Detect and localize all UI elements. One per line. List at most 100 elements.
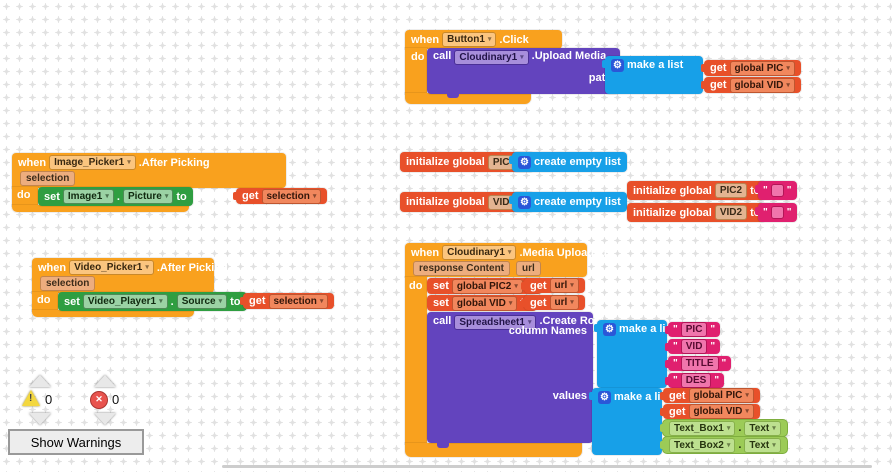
- mutator-gear-icon[interactable]: [611, 59, 624, 72]
- block-create-empty-list-vid[interactable]: create empty list: [509, 192, 627, 212]
- url-dropdown[interactable]: url: [549, 278, 579, 293]
- string-text-field[interactable]: PIC: [680, 322, 708, 337]
- source-property-dropdown[interactable]: Source: [176, 294, 228, 309]
- block-when-button1-body[interactable]: do: [405, 48, 427, 94]
- selection-dropdown[interactable]: selection: [268, 293, 329, 309]
- block-when-videopicker-afterpicking[interactable]: when Video_Picker1 .After Picking select…: [32, 258, 228, 293]
- block-get-selection-video[interactable]: get selection: [239, 293, 335, 309]
- textbox2-dropdown[interactable]: Text_Box2: [669, 437, 736, 453]
- block-when-cloudinary-mediauploaded[interactable]: when Cloudinary1 .Media Uploaded respons…: [405, 243, 607, 277]
- block-get-global-pic-values[interactable]: get global PIC: [660, 388, 760, 403]
- cloudinary1-dropdown[interactable]: Cloudinary1: [442, 245, 517, 260]
- mediauploaded-event-label: .Media Uploaded: [519, 246, 607, 259]
- block-textbox1-text-getter[interactable]: Text_Box1 . Text: [660, 420, 787, 436]
- mutator-gear-icon[interactable]: [518, 195, 531, 209]
- videoplayer1-dropdown[interactable]: Video_Player1: [82, 294, 168, 309]
- videopicker1-dropdown[interactable]: Video_Picker1: [69, 260, 154, 275]
- mutator-gear-icon[interactable]: [603, 323, 616, 336]
- block-string-vid[interactable]: " VID ": [664, 339, 721, 354]
- block-init-global-vid[interactable]: initialize global VID to: [400, 192, 534, 212]
- event-header-row: when Cloudinary1 .Media Uploaded: [411, 245, 607, 260]
- pic-name-field[interactable]: PIC: [487, 154, 515, 170]
- block-create-empty-list-pic[interactable]: create empty list: [509, 152, 627, 172]
- global-pic2-dropdown[interactable]: global PIC2: [451, 278, 523, 294]
- selection-param-chip[interactable]: selection: [40, 276, 96, 291]
- url-param-chip[interactable]: url: [516, 261, 541, 276]
- button1-dropdown[interactable]: Button1: [442, 32, 497, 47]
- block-imagepicker-bottom[interactable]: [12, 205, 189, 212]
- warnings-down-arrow[interactable]: [29, 413, 51, 425]
- cloudinary1-dropdown[interactable]: Cloudinary1: [454, 50, 529, 65]
- block-set-videoplayer-source[interactable]: set Video_Player1 . Source to: [58, 292, 247, 311]
- block-init-global-pic2[interactable]: initialize global PIC2 to: [627, 181, 767, 200]
- block-call-spreadsheet-createrow[interactable]: call Spreadsheet1 .Create Row column Nam…: [427, 312, 603, 443]
- warnings-up-arrow[interactable]: [29, 375, 51, 387]
- block-cloudinary-bottom[interactable]: [405, 443, 582, 457]
- global-vid-dropdown[interactable]: global VID: [729, 77, 795, 93]
- string-text-field[interactable]: TITLE: [680, 356, 719, 371]
- block-cloudinary-body[interactable]: do: [405, 277, 427, 444]
- close-quote: ": [786, 185, 792, 196]
- block-when-button1-click[interactable]: when Button1 .Click: [405, 30, 562, 49]
- selection-dropdown[interactable]: selection: [261, 188, 322, 204]
- close-quote: ": [786, 207, 792, 218]
- button1-value: Button1: [447, 34, 485, 45]
- show-warnings-button[interactable]: Show Warnings: [8, 429, 144, 455]
- string-text-field[interactable]: VID: [680, 339, 708, 354]
- string-text-field[interactable]: [770, 184, 784, 197]
- global-vid-dropdown[interactable]: global VID: [451, 295, 518, 311]
- errors-up-arrow[interactable]: [94, 375, 116, 387]
- block-empty-string-vid2[interactable]: " ": [755, 203, 797, 222]
- vid2-name-field[interactable]: VID2: [714, 205, 748, 220]
- spreadsheet1-dropdown[interactable]: Spreadsheet1: [454, 315, 537, 330]
- response-content-param-chip[interactable]: response Content: [413, 261, 511, 276]
- error-icon[interactable]: [90, 391, 108, 409]
- block-videopicker-bottom[interactable]: [32, 310, 194, 317]
- horizontal-scrollbar[interactable]: [222, 465, 872, 468]
- event-header-row: when Video_Picker1 .After Picking: [38, 260, 228, 275]
- imagepicker1-dropdown[interactable]: Image_Picker1: [49, 155, 136, 170]
- block-make-a-list-path[interactable]: make a list: [602, 56, 703, 94]
- block-get-global-pic[interactable]: get global PIC: [701, 60, 801, 76]
- errors-down-arrow[interactable]: [94, 413, 116, 425]
- pic2-name-field[interactable]: PIC2: [714, 183, 748, 198]
- open-quote: ": [763, 207, 768, 218]
- block-string-des[interactable]: " DES ": [664, 373, 725, 388]
- mutator-gear-icon[interactable]: [518, 155, 531, 169]
- block-when-button1-bottom[interactable]: [405, 93, 531, 104]
- selection-param-chip[interactable]: selection: [20, 171, 76, 186]
- warning-icon[interactable]: [22, 390, 40, 406]
- block-string-pic[interactable]: " PIC ": [664, 322, 721, 337]
- block-init-global-vid2[interactable]: initialize global VID2 to: [627, 203, 767, 222]
- block-get-url-1[interactable]: get url: [521, 278, 585, 293]
- picture-property-dropdown[interactable]: Picture: [122, 189, 174, 204]
- text-property-dropdown[interactable]: Text: [744, 420, 781, 436]
- string-text-field[interactable]: DES: [680, 373, 712, 388]
- block-make-a-list-columns[interactable]: make a list: [594, 320, 675, 388]
- block-get-selection-image[interactable]: get selection: [232, 188, 328, 204]
- block-empty-string-pic2[interactable]: " ": [755, 181, 797, 200]
- string-text-field[interactable]: [770, 206, 784, 219]
- global-pic-dropdown[interactable]: global PIC: [729, 60, 795, 76]
- block-set-image1-picture[interactable]: set Image1 . Picture to: [38, 187, 193, 206]
- block-make-a-list-values[interactable]: make a list: [589, 388, 670, 455]
- global-pic-dropdown[interactable]: global PIC: [688, 388, 754, 403]
- text-property-dropdown[interactable]: Text: [744, 437, 781, 453]
- initialize-global-label: initialize global: [406, 156, 485, 168]
- url-dropdown[interactable]: url: [549, 295, 579, 310]
- global-vid-dropdown[interactable]: global VID: [688, 404, 754, 419]
- block-get-global-vid-values[interactable]: get global VID: [660, 404, 760, 419]
- block-string-title[interactable]: " TITLE ": [664, 356, 732, 371]
- image1-dropdown[interactable]: Image1: [62, 189, 114, 204]
- textbox1-dropdown[interactable]: Text_Box1: [669, 420, 736, 436]
- block-get-url-2[interactable]: get url: [521, 295, 585, 310]
- block-videopicker-body[interactable]: do: [32, 292, 58, 311]
- block-textbox2-text-getter[interactable]: Text_Box2 . Text: [660, 437, 787, 453]
- block-imagepicker-body[interactable]: do: [12, 187, 38, 206]
- block-call-upload-media[interactable]: call Cloudinary1 .Upload Media path: [427, 48, 620, 94]
- block-when-imagepicker-afterpicking[interactable]: when Image_Picker1 .After Picking select…: [12, 153, 286, 188]
- mutator-gear-icon[interactable]: [598, 391, 611, 404]
- vid-name-field[interactable]: VID: [487, 194, 515, 210]
- block-get-global-vid[interactable]: get global VID: [701, 77, 801, 93]
